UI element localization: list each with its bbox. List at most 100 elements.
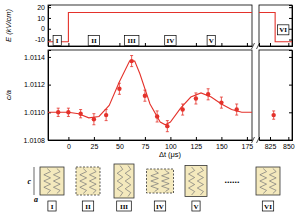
error-bar (181, 104, 184, 115)
point (194, 96, 198, 100)
point (219, 100, 223, 104)
x-tick (247, 43, 248, 46)
panel: 02550751001251501751.01081.01101.01121.0… (24, 50, 254, 150)
lattice-cell (114, 164, 134, 198)
x-tick (196, 43, 197, 46)
y-tick-label: 1.0108 (24, 137, 46, 144)
x-axis-line (49, 43, 253, 47)
cell-label-box (82, 201, 93, 211)
y-tick-mark (48, 29, 51, 30)
x-tick-mark (288, 137, 289, 140)
region-label-box (88, 36, 99, 46)
x-axis-title: Δt (μs) (159, 150, 182, 159)
error-bar (57, 108, 60, 116)
y-tick-mark (48, 57, 51, 58)
cell-label: I (51, 203, 54, 211)
axis-break-gap (253, 137, 259, 143)
region-label-box (165, 36, 176, 46)
x-axis-line (49, 137, 253, 141)
lattice-cell (40, 167, 64, 195)
region-label-box (207, 36, 215, 46)
point (165, 124, 169, 128)
c-arrow (34, 167, 35, 195)
y-tick: 0 (41, 25, 51, 32)
y-tick-mark (289, 29, 292, 30)
marks (48, 56, 252, 132)
y-tick (289, 57, 292, 58)
x-tick-mark (119, 43, 120, 46)
y-tick-mark (48, 40, 51, 41)
region-label-text: II (91, 37, 97, 45)
x-tick (288, 43, 289, 46)
x-tick: 50 (116, 137, 124, 150)
point (66, 110, 70, 114)
x-tick-label: 825 (265, 143, 277, 150)
marks (259, 13, 292, 42)
x-tick-mark (221, 137, 222, 140)
x-tick-mark (270, 43, 271, 46)
y-tick: 10 (37, 15, 51, 22)
axis-break-gap (253, 43, 259, 49)
x-tick-label: 850 (283, 143, 295, 150)
cell-label: V (193, 203, 198, 211)
region-label-box (124, 36, 139, 46)
spring (44, 169, 51, 194)
lattice-cell (185, 166, 207, 197)
x-tick: 0 (67, 137, 71, 150)
spring (269, 169, 276, 194)
axis-break (252, 137, 260, 143)
line (48, 13, 252, 42)
x-axis (49, 43, 253, 47)
y-tick (289, 7, 292, 8)
region-label: II (88, 36, 99, 46)
lattice-cell (147, 169, 174, 193)
spring (80, 169, 87, 194)
spring (125, 166, 131, 197)
y-tick-label: -10 (35, 36, 45, 43)
x-tick-mark (270, 137, 271, 140)
point (78, 111, 82, 115)
x-tick: 150 (216, 137, 228, 150)
x-tick (221, 43, 222, 46)
x-tick-mark (288, 43, 289, 46)
lattice-diagram: IIIIIIIVVVIca...... (27, 164, 280, 211)
x-tick-mark (68, 137, 69, 140)
y-tick-mark (289, 7, 292, 8)
cell-label: III (120, 203, 128, 211)
point (129, 59, 133, 63)
y-tick: 1.0110 (24, 109, 51, 116)
point (235, 107, 239, 111)
point (56, 110, 60, 114)
y-axis: 1.01081.01101.01121.0114 (24, 51, 51, 144)
axis-break (252, 43, 260, 49)
y-tick: 1.0108 (24, 137, 51, 144)
plot-frame (48, 5, 252, 46)
y-tick-label: 0 (41, 25, 45, 32)
x-axis (260, 43, 293, 47)
spring (53, 169, 60, 194)
x-axis: 0255075100125150175 (49, 137, 254, 150)
line (48, 61, 252, 125)
y-tick (289, 112, 292, 113)
x-tick: 100 (165, 137, 177, 150)
x-tick: 850 (283, 137, 295, 150)
y-tick-label: 1.0110 (24, 109, 45, 116)
plot-frame (48, 50, 252, 140)
error-bar (118, 83, 121, 94)
error-bar (220, 97, 223, 108)
x-tick-mark (94, 137, 95, 140)
x-tick-label: 75 (142, 143, 150, 150)
cell-label-box (48, 201, 56, 211)
x-tick: 175 (242, 137, 254, 150)
x-tick-label: 25 (91, 143, 99, 150)
cell-label: II (85, 203, 91, 211)
x-axis-line (260, 43, 293, 47)
x-tick (68, 43, 69, 46)
x-tick-mark (119, 137, 120, 140)
lattice-cell (76, 167, 100, 195)
y-tick-mark (48, 7, 51, 8)
region-label-text: IV (167, 37, 175, 45)
c-label: c (27, 177, 31, 186)
x-axis: 825 850 (260, 137, 295, 150)
region-label-text: VI (279, 26, 287, 34)
